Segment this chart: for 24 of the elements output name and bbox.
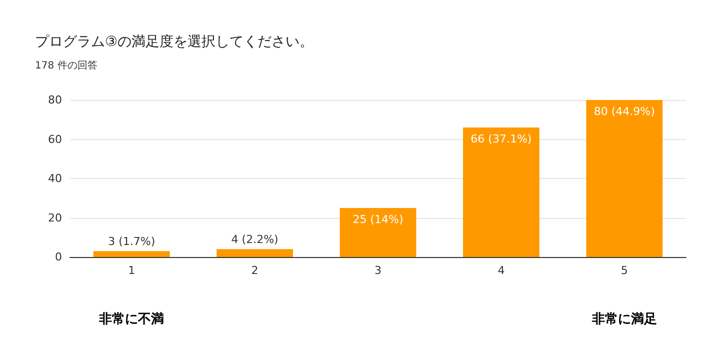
text: 非常に満足 bbox=[590, 312, 657, 327]
x-tick-label: 3 bbox=[374, 264, 382, 277]
data-label: 25 (14%) bbox=[352, 212, 404, 226]
x-tick-label: 5 bbox=[620, 264, 628, 277]
data-label: 80 (44.9%) bbox=[594, 105, 655, 118]
bar bbox=[463, 127, 540, 257]
chart-title: プログラム③の満足度を選択してください。 bbox=[35, 34, 314, 50]
x-tick-label: 1 bbox=[128, 264, 136, 277]
data-label: 66 (37.1%) bbox=[470, 132, 532, 146]
text: 非常に不満 bbox=[98, 312, 164, 327]
y-tick-label: 60 bbox=[48, 132, 62, 146]
y-tick-label: 40 bbox=[48, 172, 62, 185]
y-tick-label: 20 bbox=[48, 211, 62, 224]
chart-subtitle: 178 件の回答 bbox=[35, 60, 98, 72]
bar bbox=[93, 251, 170, 257]
data-label: 4 (2.2%) bbox=[231, 233, 278, 246]
bar bbox=[216, 249, 293, 257]
bar bbox=[340, 208, 416, 257]
bar bbox=[586, 100, 663, 257]
x-tick-label: 4 bbox=[498, 264, 505, 277]
y-tick-label: 0 bbox=[55, 250, 62, 264]
y-tick-label: 80 bbox=[48, 94, 62, 106]
x-tick-label: 2 bbox=[251, 264, 258, 277]
data-label: 3 (1.7%) bbox=[108, 235, 156, 248]
